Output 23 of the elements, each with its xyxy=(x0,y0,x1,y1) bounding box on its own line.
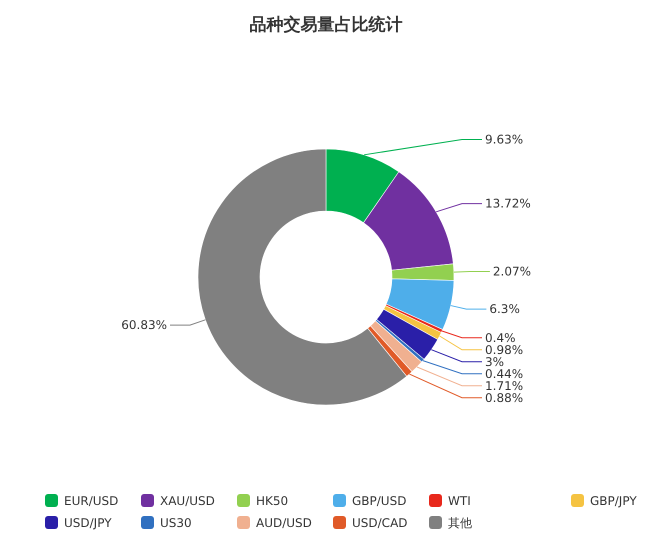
data-label: 0.88% xyxy=(485,390,524,405)
data-label: 0.98% xyxy=(485,342,524,357)
data-label: 1.71% xyxy=(485,378,524,393)
data-label: 6.3% xyxy=(489,302,520,316)
legend-label: USD/JPY xyxy=(64,516,112,530)
legend-label: XAU/USD xyxy=(160,494,215,508)
legend-label: AUD/USD xyxy=(256,516,312,530)
data-label: 60.83% xyxy=(121,318,167,332)
legend-label: WTI xyxy=(448,494,471,508)
legend-label: GBP/JPY xyxy=(590,494,638,508)
legend-label: GBP/USD xyxy=(352,494,406,508)
legend-label: HK50 xyxy=(256,494,288,508)
data-label: 0.44% xyxy=(485,366,524,381)
data-label: 13.72% xyxy=(485,196,531,211)
chart-title: 品种交易量占比统计 xyxy=(250,15,402,35)
legend-label: US30 xyxy=(160,516,192,530)
data-label: 3% xyxy=(485,354,504,369)
data-label: 9.63% xyxy=(485,132,524,147)
legend-label: EUR/USD xyxy=(64,494,118,508)
legend-label: USD/CAD xyxy=(352,516,408,530)
data-label: 2.07% xyxy=(492,264,532,279)
legend-label: 其他 xyxy=(448,516,472,530)
data-label: 0.4% xyxy=(485,330,516,345)
